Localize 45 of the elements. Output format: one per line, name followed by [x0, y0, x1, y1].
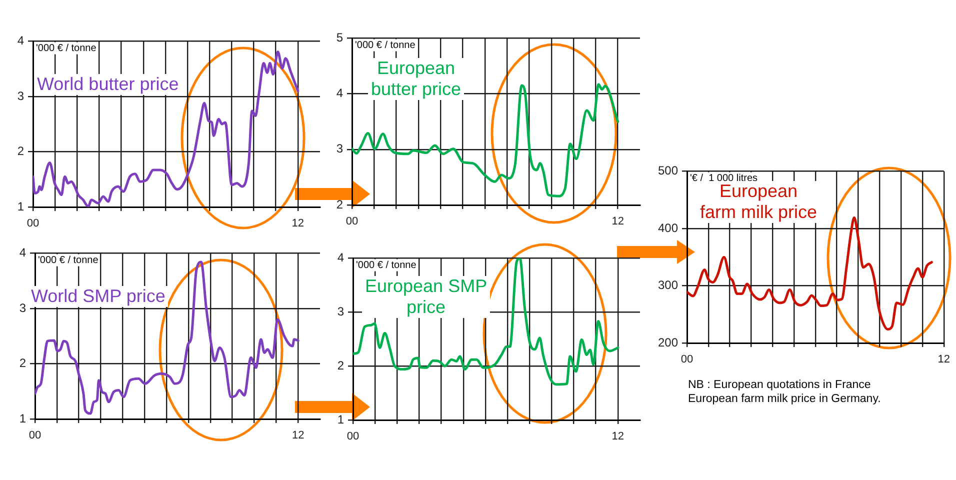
x-tick-label: 12: [938, 354, 950, 366]
y-tick-label: 400: [658, 220, 678, 235]
x-tick-label: 12: [612, 216, 624, 228]
y-tick-label: 3: [17, 88, 24, 103]
text: European farm milk price in Germany.: [688, 392, 881, 406]
y-tick-label: 3: [336, 142, 344, 156]
x-tick-label: 12: [292, 218, 304, 230]
y-tick-label: 5: [336, 30, 344, 45]
series-label: European farm milk price: [697, 181, 820, 223]
y-tick-label: 4: [19, 246, 26, 260]
x-tick-label: 00: [26, 218, 40, 230]
y-tick-label: 2: [336, 197, 344, 212]
line-series: [353, 258, 620, 386]
y-tick-label: 4: [336, 86, 344, 100]
y-tick-label: 1: [337, 412, 344, 426]
x-tick-label: 12: [292, 430, 304, 442]
y-tick-label: 4: [337, 250, 344, 265]
x-tick-label: 00: [680, 354, 694, 366]
y-tick-label: 2: [17, 144, 24, 158]
x-tick-label: 00: [346, 216, 358, 228]
y-tick-label: 3: [19, 300, 26, 315]
y-axis-title: '€ / 1 000 litres: [690, 172, 758, 184]
x-tick-label: 12: [612, 430, 624, 443]
line-series: [352, 83, 620, 198]
y-tick-label: 200: [658, 335, 678, 350]
y-axis-title: '000 € / tonne: [38, 254, 99, 266]
text: NB : European quotations in France: [688, 378, 872, 392]
series-label: World butter price: [34, 74, 182, 95]
x-tick-label: 00: [346, 430, 360, 443]
y-tick-label: 500: [658, 164, 678, 178]
y-tick-label: 1: [17, 199, 24, 214]
y-tick-label: 4: [17, 34, 24, 48]
y-tick-label: 2: [19, 356, 26, 370]
y-axis-title: '000 € / tonne: [356, 260, 417, 271]
y-tick-label: 300: [658, 278, 678, 292]
y-axis-title: '000 € / tonne: [36, 42, 97, 54]
series-label: European SMP price: [362, 276, 490, 318]
y-tick-label: 3: [337, 304, 344, 318]
y-axis-title: '000 € / tonne: [355, 40, 416, 51]
y-tick-label: 1: [19, 411, 26, 426]
series-label: World SMP price: [28, 286, 168, 307]
y-tick-label: 2: [337, 358, 344, 372]
series-label: European butter price: [368, 58, 464, 100]
line-series: [33, 50, 300, 207]
x-tick-label: 00: [28, 430, 42, 442]
